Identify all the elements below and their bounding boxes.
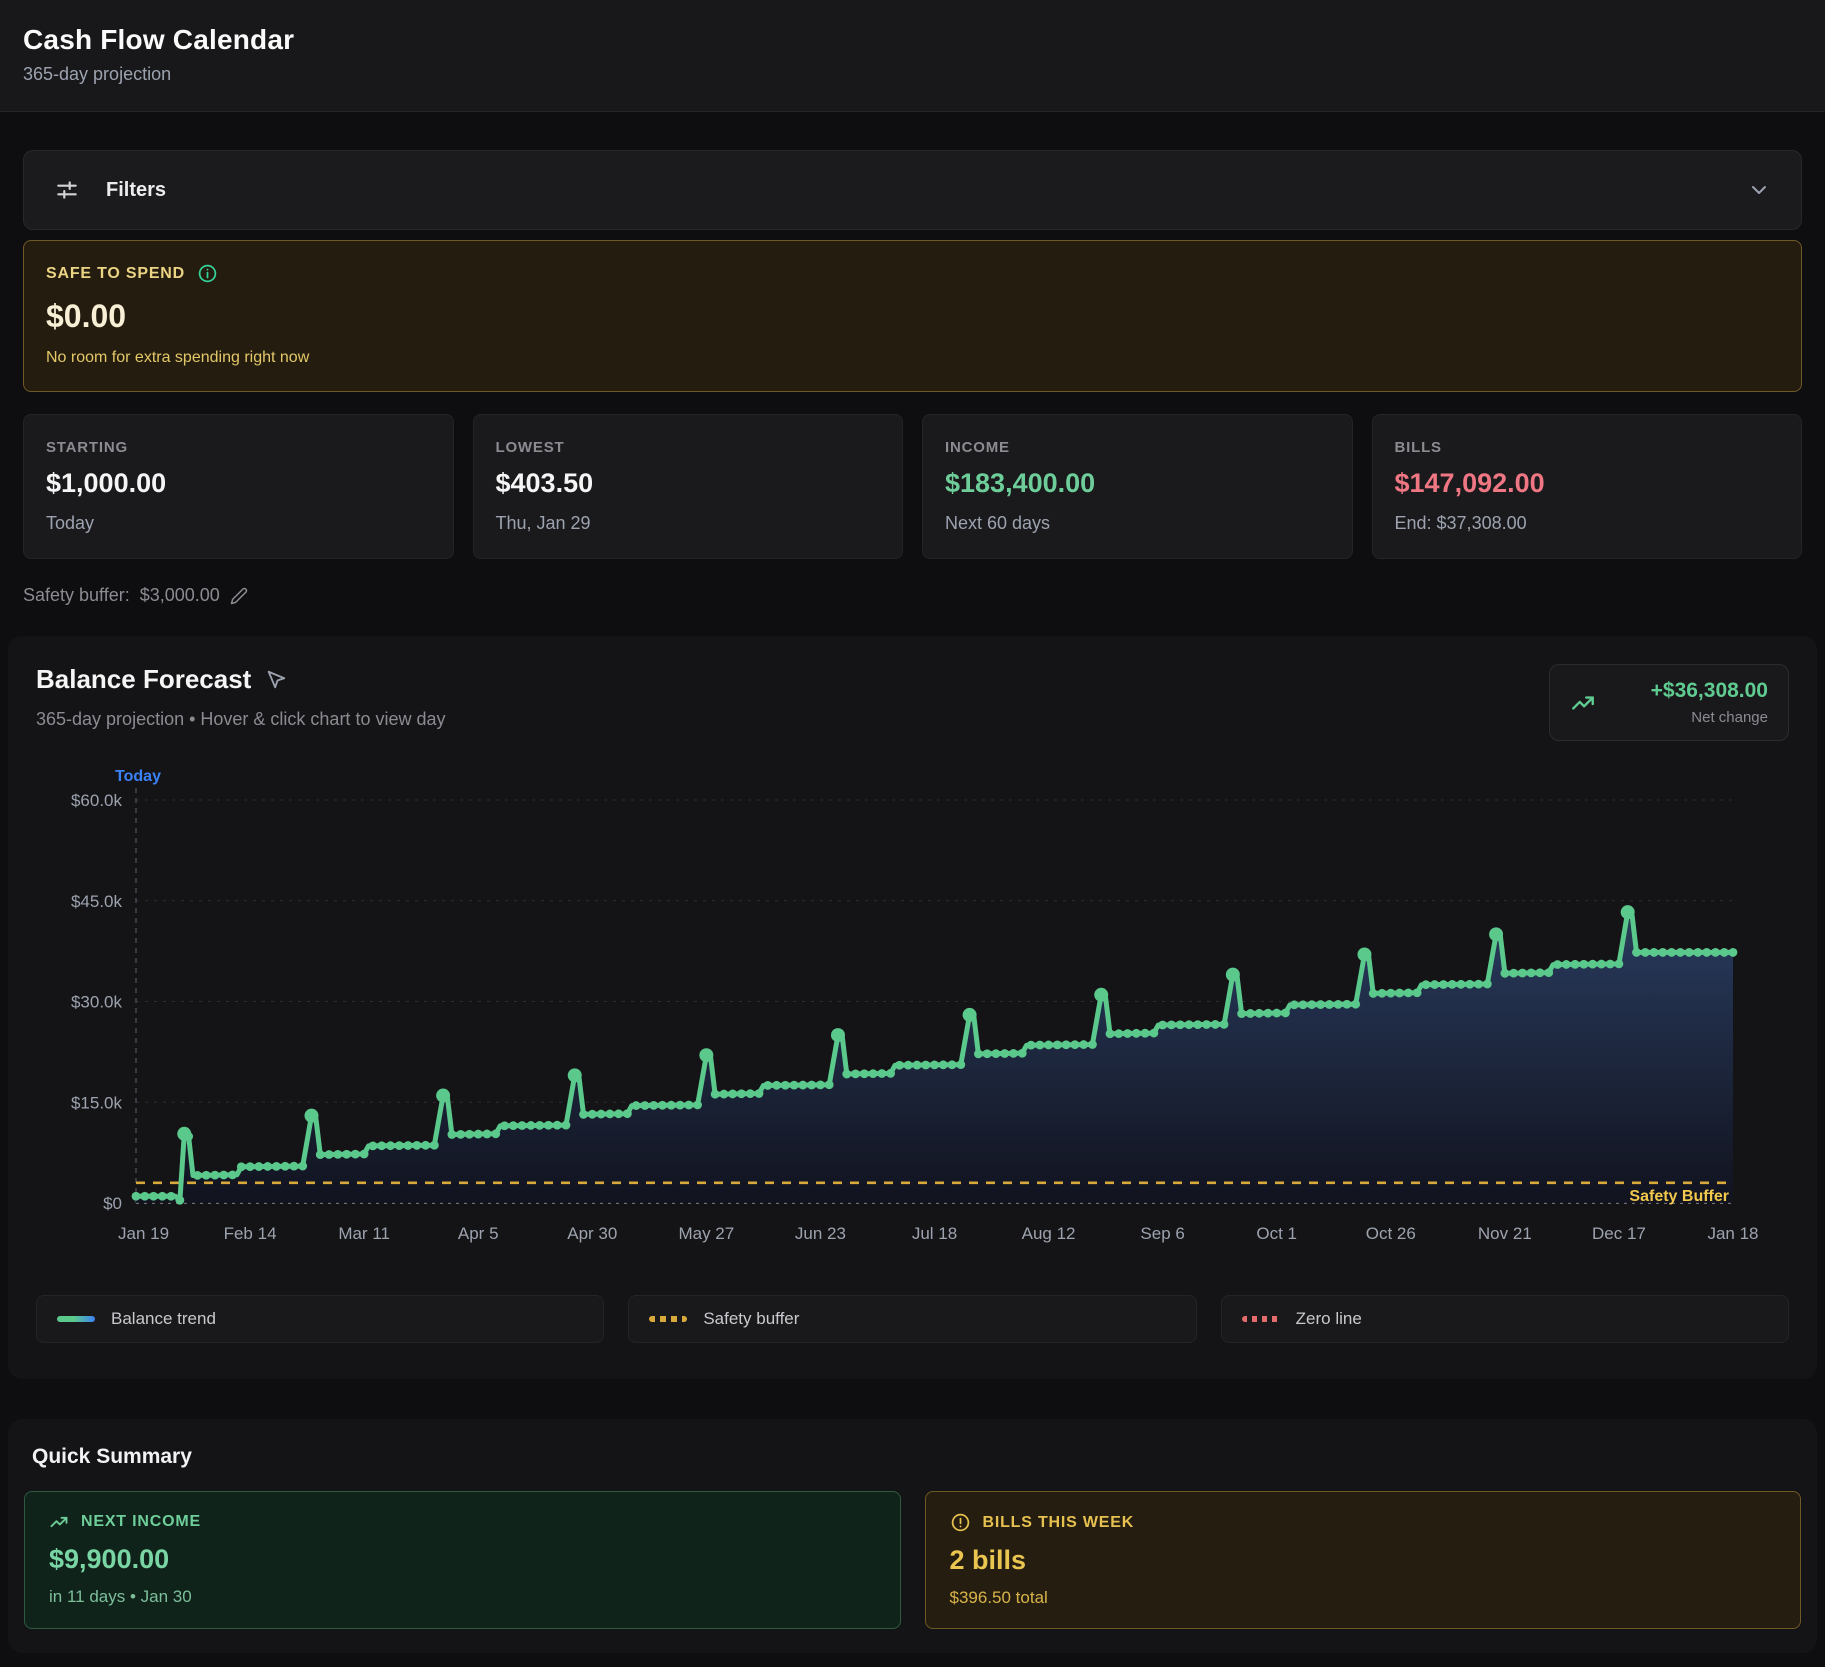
chart-legend: Balance trend Safety buffer Zero line bbox=[36, 1295, 1789, 1343]
bills-week-label: BILLS THIS WEEK bbox=[983, 1514, 1135, 1532]
edit-pencil-icon[interactable] bbox=[230, 587, 248, 605]
legend-zero-line[interactable]: Zero line bbox=[1221, 1295, 1789, 1343]
stat-sub: End: $37,308.00 bbox=[1395, 513, 1780, 534]
legend-label: Balance trend bbox=[111, 1309, 216, 1329]
svg-text:$15.0k: $15.0k bbox=[71, 1093, 123, 1112]
svg-text:Sep 6: Sep 6 bbox=[1140, 1224, 1184, 1243]
quick-summary-heading: Quick Summary bbox=[32, 1445, 1801, 1469]
net-change-caption: Net change bbox=[1610, 709, 1768, 726]
safe-to-spend-note: No room for extra spending right now bbox=[46, 349, 1779, 367]
next-income-label: NEXT INCOME bbox=[81, 1513, 201, 1531]
stat-label: BILLS bbox=[1395, 439, 1780, 456]
balance-trend-swatch bbox=[57, 1316, 95, 1322]
page-subtitle: 365-day projection bbox=[23, 64, 1802, 85]
filters-toggle[interactable]: Filters bbox=[23, 150, 1802, 230]
svg-text:Jul 18: Jul 18 bbox=[912, 1224, 957, 1243]
page-title: Cash Flow Calendar bbox=[23, 24, 1802, 56]
next-income-value: $9,900.00 bbox=[49, 1544, 876, 1575]
svg-text:Apr 30: Apr 30 bbox=[567, 1224, 617, 1243]
bills-week-value: 2 bills bbox=[950, 1545, 1777, 1576]
balance-forecast-section: Balance Forecast 365-day projection • Ho… bbox=[8, 636, 1817, 1379]
next-income-card[interactable]: NEXT INCOME $9,900.00 in 11 days • Jan 3… bbox=[24, 1491, 901, 1629]
zero-line-swatch bbox=[1242, 1316, 1280, 1322]
svg-text:May 27: May 27 bbox=[678, 1224, 734, 1243]
bills-this-week-card[interactable]: BILLS THIS WEEK 2 bills $396.50 total bbox=[925, 1491, 1802, 1629]
safety-buffer-swatch bbox=[649, 1316, 687, 1322]
alert-circle-icon bbox=[950, 1512, 971, 1533]
legend-safety-buffer[interactable]: Safety buffer bbox=[628, 1295, 1196, 1343]
svg-text:$0: $0 bbox=[103, 1194, 122, 1213]
info-icon[interactable] bbox=[197, 263, 218, 284]
svg-text:$30.0k: $30.0k bbox=[71, 993, 123, 1012]
stat-label: INCOME bbox=[945, 439, 1330, 456]
stat-card-bills: BILLS $147,092.00 End: $37,308.00 bbox=[1372, 414, 1803, 559]
legend-balance-trend[interactable]: Balance trend bbox=[36, 1295, 604, 1343]
stat-value: $1,000.00 bbox=[46, 468, 431, 499]
forecast-title: Balance Forecast bbox=[36, 664, 251, 695]
stat-card-lowest: LOWEST $403.50 Thu, Jan 29 bbox=[473, 414, 904, 559]
stats-row: STARTING $1,000.00 Today LOWEST $403.50 … bbox=[23, 414, 1802, 559]
net-change-value: +$36,308.00 bbox=[1610, 679, 1768, 703]
safety-buffer-note: Safety buffer: $3,000.00 bbox=[23, 585, 1802, 606]
svg-text:Safety Buffer: Safety Buffer bbox=[1629, 1188, 1729, 1205]
svg-text:Feb 14: Feb 14 bbox=[224, 1224, 277, 1243]
bills-week-sub: $396.50 total bbox=[950, 1588, 1777, 1608]
safety-buffer-label: Safety buffer: bbox=[23, 585, 130, 606]
page-header: Cash Flow Calendar 365-day projection bbox=[0, 0, 1825, 112]
chevron-down-icon[interactable] bbox=[1747, 178, 1771, 202]
stat-card-starting: STARTING $1,000.00 Today bbox=[23, 414, 454, 559]
svg-text:Jun 23: Jun 23 bbox=[795, 1224, 846, 1243]
balance-forecast-chart[interactable]: $0 $15.0k $30.0k $45.0k $60.0k Today Safety Bu… bbox=[36, 769, 1789, 1269]
mouse-pointer-icon bbox=[265, 669, 287, 691]
stat-sub: Thu, Jan 29 bbox=[496, 513, 881, 534]
legend-label: Safety buffer bbox=[703, 1309, 799, 1329]
svg-text:Today: Today bbox=[115, 769, 161, 785]
safe-to-spend-card: SAFE TO SPEND $0.00 No room for extra sp… bbox=[23, 240, 1802, 392]
svg-text:Mar 11: Mar 11 bbox=[338, 1224, 390, 1243]
stat-card-income: INCOME $183,400.00 Next 60 days bbox=[922, 414, 1353, 559]
svg-text:Oct 1: Oct 1 bbox=[1256, 1224, 1297, 1243]
stat-sub: Today bbox=[46, 513, 431, 534]
stat-value: $403.50 bbox=[496, 468, 881, 499]
svg-text:Apr 5: Apr 5 bbox=[458, 1224, 499, 1243]
safe-to-spend-value: $0.00 bbox=[46, 298, 1779, 335]
stat-value: $183,400.00 bbox=[945, 468, 1330, 499]
trending-up-icon bbox=[49, 1512, 69, 1532]
net-change-badge: +$36,308.00 Net change bbox=[1549, 664, 1789, 741]
svg-text:Jan 19: Jan 19 bbox=[118, 1224, 169, 1243]
forecast-subtitle: 365-day projection • Hover & click chart… bbox=[36, 709, 1549, 730]
svg-text:$45.0k: $45.0k bbox=[71, 892, 123, 911]
legend-label: Zero line bbox=[1296, 1309, 1362, 1329]
svg-text:Oct 26: Oct 26 bbox=[1366, 1224, 1416, 1243]
svg-text:Nov 21: Nov 21 bbox=[1478, 1224, 1532, 1243]
svg-text:Jan 18: Jan 18 bbox=[1707, 1224, 1758, 1243]
svg-text:Dec 17: Dec 17 bbox=[1592, 1224, 1646, 1243]
stat-value: $147,092.00 bbox=[1395, 468, 1780, 499]
trending-up-icon bbox=[1570, 690, 1596, 716]
stat-label: LOWEST bbox=[496, 439, 881, 456]
stat-label: STARTING bbox=[46, 439, 431, 456]
svg-text:$60.0k: $60.0k bbox=[71, 791, 123, 810]
filters-label: Filters bbox=[106, 179, 166, 202]
quick-summary-section: Quick Summary NEXT INCOME $9,900.00 in 1… bbox=[8, 1419, 1817, 1653]
safety-buffer-value: $3,000.00 bbox=[140, 585, 220, 606]
stat-sub: Next 60 days bbox=[945, 513, 1330, 534]
sliders-icon bbox=[54, 177, 80, 203]
next-income-sub: in 11 days • Jan 30 bbox=[49, 1587, 876, 1607]
svg-text:Aug 12: Aug 12 bbox=[1022, 1224, 1076, 1243]
safe-to-spend-label: SAFE TO SPEND bbox=[46, 265, 185, 283]
